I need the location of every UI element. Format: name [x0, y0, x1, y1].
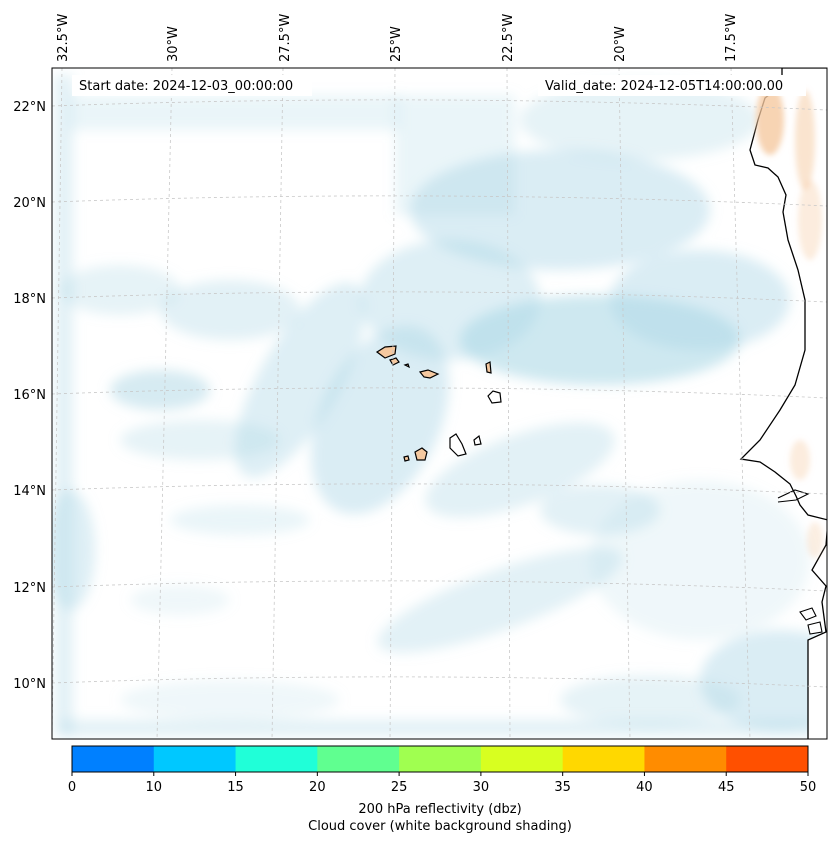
- valid-date-annotation: Valid_date: 2024-12-05T14:00:00.00: [545, 79, 783, 94]
- colorbar-segment: [72, 746, 155, 772]
- latitude-labels: 22°N 20°N 18°N 16°N 14°N 12°N 10°N: [13, 100, 46, 692]
- parallel-20n: [52, 195, 827, 207]
- cloud-cover-layer: [52, 75, 827, 736]
- lon-label: 25°W: [389, 26, 404, 62]
- meridian-30w: [156, 68, 173, 739]
- island-santa-luzia: [403, 363, 411, 369]
- meridian-22-5w: [506, 68, 511, 739]
- colorbar-tick-label: 40: [636, 780, 653, 795]
- parallel-16n: [52, 387, 827, 399]
- island-brava: [403, 455, 410, 462]
- start-date-annotation: Start date: 2024-12-03_00:00:00: [79, 79, 293, 94]
- island-boa-vista: [487, 390, 502, 404]
- colorbar-outline: [71, 745, 809, 773]
- colorbar-label-line1: 200 hPa reflectivity (dbz): [358, 802, 521, 817]
- island-santiago: [449, 433, 467, 457]
- island-sao-vicente: [389, 357, 400, 366]
- meridian-27-5w: [271, 68, 284, 739]
- lon-label: 22.5°W: [501, 14, 516, 62]
- colorbar-segment: [726, 746, 809, 772]
- colorbar-tick-label: 15: [227, 780, 244, 795]
- lat-label: 22°N: [13, 100, 46, 115]
- lon-label: 17.5°W: [724, 14, 739, 62]
- colorbar-segment: [644, 746, 727, 772]
- colorbar-segment: [235, 746, 318, 772]
- meridian-20w: [618, 68, 631, 739]
- lat-label: 18°N: [13, 292, 46, 307]
- lat-label: 14°N: [13, 484, 46, 499]
- colorbar-tick-label: 30: [473, 780, 490, 795]
- colorbar-tick-label: 50: [800, 780, 817, 795]
- colorbar: 0 10 15 20 25 30 35 40 45 50 200 hPa reflectivity…: [68, 745, 817, 834]
- lon-label: 30°W: [166, 26, 181, 62]
- parallel-18n: [52, 291, 827, 303]
- lat-label: 10°N: [13, 677, 46, 692]
- colorbar-segment: [317, 746, 400, 772]
- map-border: [51, 67, 828, 740]
- island-maio: [473, 434, 482, 446]
- lon-label: 27.5°W: [278, 14, 293, 62]
- parallel-14n: [52, 483, 827, 495]
- colorbar-label-line2: Cloud cover (white background shading): [308, 819, 572, 834]
- valid-date-box: [538, 75, 806, 96]
- lon-label: 20°W: [613, 26, 628, 62]
- lat-label: 12°N: [13, 581, 46, 596]
- colorbar-segment: [399, 746, 482, 772]
- meridian-17-5w: [730, 68, 751, 739]
- lat-label: 20°N: [13, 196, 46, 211]
- gambia-coast: [777, 489, 810, 503]
- lat-label: 16°N: [13, 388, 46, 403]
- colorbar-tick-label: 35: [554, 780, 571, 795]
- colorbar-tick-label: 20: [309, 780, 326, 795]
- colorbar-tick-label: 0: [68, 780, 76, 795]
- colorbar-segment: [562, 746, 645, 772]
- island-santo-antao: [375, 345, 397, 359]
- longitude-labels: 32.5°W 30°W 27.5°W 25°W 22.5°W 20°W 17.5…: [56, 14, 739, 62]
- colorbar-tick-label: 45: [718, 780, 735, 795]
- cape-verde-islands: [375, 345, 502, 462]
- parallel-12n: [52, 580, 827, 592]
- island-sal: [485, 361, 492, 374]
- colorbar-segment: [153, 746, 237, 772]
- meridian-25w: [389, 68, 396, 739]
- land-layer: [739, 68, 827, 739]
- island-sao-nicolau: [418, 369, 440, 379]
- colorbar-segment: [480, 746, 564, 772]
- island-fogo: [414, 447, 428, 461]
- parallel-22n: [52, 99, 827, 111]
- start-date-box: [72, 75, 312, 96]
- meridian-32-5w: [52, 68, 63, 739]
- colorbar-tick-label: 25: [391, 780, 408, 795]
- graticule: [52, 68, 827, 739]
- colorbar-tick-label: 10: [146, 780, 163, 795]
- parallel-10n: [52, 676, 827, 688]
- guinea-bissau-islands: [799, 607, 823, 635]
- lon-label: 32.5°W: [56, 14, 71, 62]
